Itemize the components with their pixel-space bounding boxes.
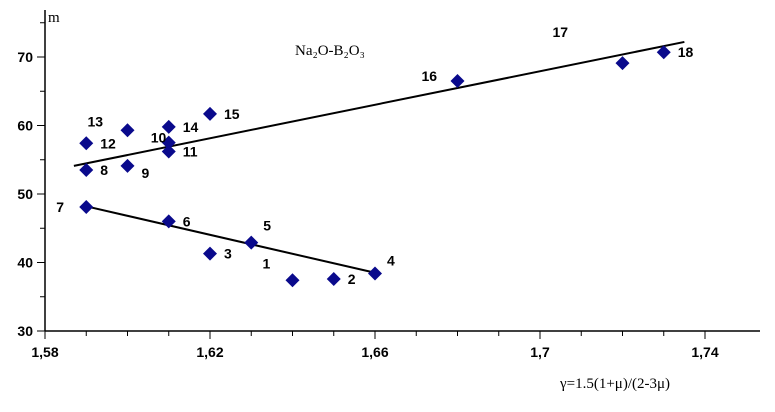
data-label: 16 (422, 68, 438, 84)
data-point (285, 273, 300, 288)
data-label: 5 (263, 218, 271, 234)
y-tick-label: 30 (17, 323, 33, 339)
x-tick-label: 1,62 (196, 344, 223, 360)
data-label: 13 (88, 113, 104, 129)
trend-line-lower (86, 205, 376, 274)
x-tick-label: 1,66 (361, 344, 388, 360)
data-label: 12 (100, 135, 116, 151)
data-label: 17 (553, 24, 569, 40)
x-tick-label: 1,58 (31, 344, 58, 360)
data-point (326, 271, 341, 286)
data-point (656, 45, 671, 60)
x-tick-label: 1,74 (691, 344, 718, 360)
data-label: 2 (348, 271, 356, 287)
data-label: 8 (100, 162, 108, 178)
data-point (161, 144, 176, 159)
data-point (450, 73, 465, 88)
data-label: 11 (183, 144, 198, 160)
y-axis-label: m (48, 10, 60, 26)
data-point (120, 158, 135, 173)
trend-line-upper (73, 40, 685, 167)
axes: 1,58 1,62 1,66 1,7 1,74 30 40 50 60 70 (17, 10, 760, 360)
data-point (161, 135, 176, 150)
data-point (161, 214, 176, 229)
x-axis-label: γ=1.5(1+μ)/(2-3μ) (559, 376, 670, 392)
data-point (79, 163, 94, 178)
data-label: 6 (183, 213, 191, 229)
y-tick-label: 40 (17, 255, 33, 271)
data-point (79, 200, 94, 215)
data-label: 15 (224, 106, 240, 122)
data-point (244, 235, 259, 250)
data-label: 4 (387, 252, 395, 268)
y-tick-label: 60 (17, 118, 33, 134)
chart-title: Na₂O-B₂O₃ (295, 43, 365, 59)
data-label: 9 (142, 165, 150, 181)
data-point (203, 106, 217, 121)
y-tick-label: 70 (17, 49, 33, 65)
data-label: 10 (151, 130, 167, 146)
data-point (368, 266, 382, 281)
data-point (203, 246, 217, 261)
data-point (79, 136, 94, 151)
data-point (161, 119, 176, 134)
y-tick-label: 50 (17, 186, 33, 202)
data-point (120, 123, 135, 138)
data-label: 1 (263, 255, 271, 271)
data-point (615, 56, 630, 71)
data-label: 7 (56, 199, 64, 215)
trend-lines (73, 40, 685, 274)
data-label: 14 (183, 119, 199, 135)
data-label: 3 (224, 246, 232, 262)
data-label: 18 (678, 44, 694, 60)
x-tick-label: 1,7 (530, 344, 550, 360)
